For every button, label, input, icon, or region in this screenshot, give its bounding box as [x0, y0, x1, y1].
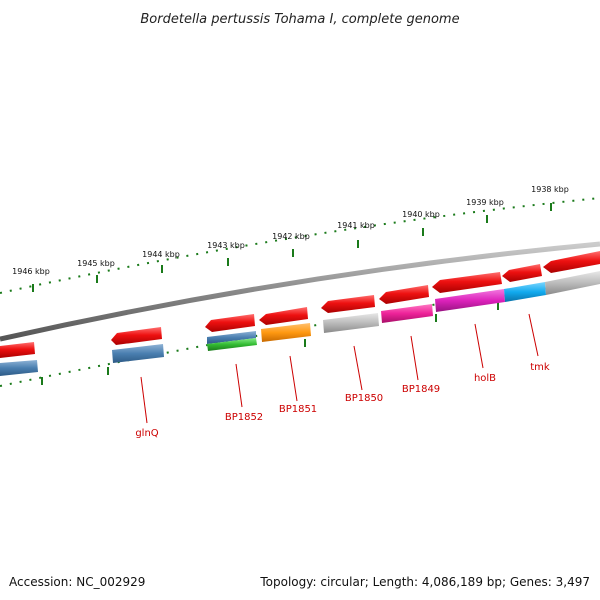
- connector-line: [474, 323, 484, 369]
- gene-block: [504, 282, 546, 302]
- gene-label: BP1850: [345, 393, 383, 404]
- map-title: Bordetella pertussis Tohama I, complete …: [140, 12, 459, 27]
- gene-label: glnQ: [135, 428, 158, 439]
- category-genes: [0, 271, 600, 376]
- gene-block: [0, 360, 38, 376]
- gene-label: tmk: [530, 362, 550, 373]
- scale-ring: 1946 kbp 1945 kbp 1944 kbp 1943 kbp 1942…: [0, 185, 600, 387]
- gene-labels: glnQ BP1852 BP1851 BP1850 BP1849 holB tm…: [135, 362, 550, 439]
- gene-label: holB: [474, 373, 496, 384]
- accession-text: Accession: NC_002929: [9, 575, 146, 589]
- scale-label: 1941 kbp: [337, 221, 375, 230]
- gene-label: BP1851: [279, 404, 317, 415]
- scale-label: 1939 kbp: [466, 198, 504, 207]
- connector-line: [289, 355, 298, 402]
- scale-label: 1943 kbp: [207, 241, 245, 250]
- gene-block: [207, 331, 256, 344]
- gene-arrow: [321, 295, 375, 313]
- scale-label: 1940 kbp: [402, 210, 440, 219]
- scale-label: 1938 kbp: [531, 185, 569, 194]
- gene-arrow: [379, 285, 429, 304]
- scale-label: 1944 kbp: [142, 250, 180, 259]
- gene-block: [112, 344, 164, 363]
- connector-line: [410, 335, 419, 381]
- gene-arrow: [502, 264, 542, 282]
- connector-line: [140, 376, 148, 424]
- gene-block: [261, 323, 311, 342]
- gene-label: BP1849: [402, 384, 440, 395]
- gene-block: [381, 304, 433, 323]
- scale-label: 1945 kbp: [77, 259, 115, 268]
- scale-label: 1942 kbp: [272, 232, 310, 241]
- connector-line: [235, 363, 243, 408]
- gene-arrow: [111, 327, 162, 345]
- connector-line: [528, 313, 539, 357]
- gene-arrow: [543, 251, 600, 273]
- gene-arrow: [0, 342, 35, 358]
- gene-block: [207, 338, 257, 351]
- connector-line: [353, 345, 363, 391]
- forward-strand: [0, 251, 600, 358]
- gene-label: BP1852: [225, 412, 263, 423]
- gene-block: [545, 271, 600, 295]
- gene-arrow: [259, 307, 308, 325]
- genome-backbone: [0, 241, 600, 342]
- gene-block: [323, 313, 379, 333]
- scale-label: 1946 kbp: [12, 267, 50, 276]
- gene-arrow: [205, 314, 255, 332]
- topology-text: Topology: circular; Length: 4,086,189 bp…: [260, 575, 590, 589]
- gene-block: [435, 289, 505, 312]
- label-connectors: [140, 313, 539, 424]
- gene-arrow: [432, 272, 502, 293]
